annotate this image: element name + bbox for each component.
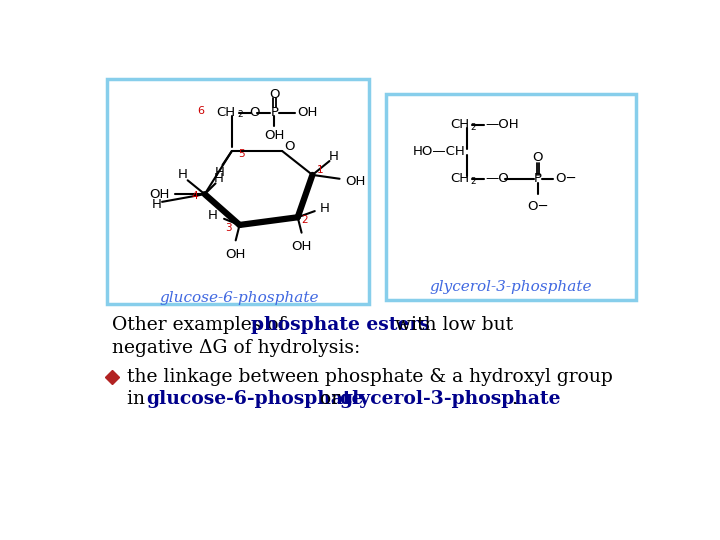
Text: H: H <box>215 166 225 179</box>
Text: O−: O− <box>555 172 577 185</box>
Text: CH: CH <box>451 172 469 185</box>
Text: OH: OH <box>225 248 246 261</box>
Text: H: H <box>214 172 224 185</box>
Text: glucose-6-phosphate: glucose-6-phosphate <box>145 390 364 408</box>
Text: 2: 2 <box>302 215 308 225</box>
Text: H: H <box>178 167 188 181</box>
Text: negative ΔG of hydrolysis:: negative ΔG of hydrolysis: <box>112 339 360 357</box>
Text: P: P <box>271 106 279 119</box>
Text: 1: 1 <box>317 165 324 176</box>
Text: O−: O− <box>527 200 549 213</box>
Text: glycerol-3-phosphate: glycerol-3-phosphate <box>430 280 592 294</box>
Text: Other examples of: Other examples of <box>112 316 291 334</box>
Text: OH: OH <box>345 174 365 187</box>
Text: 6: 6 <box>197 106 204 116</box>
Text: or: or <box>315 390 346 408</box>
FancyBboxPatch shape <box>386 94 636 300</box>
Text: with low but: with low but <box>390 316 513 334</box>
Text: P: P <box>534 172 542 185</box>
Text: OH: OH <box>292 240 312 253</box>
Text: HO—CH: HO—CH <box>413 145 466 158</box>
Text: 2: 2 <box>238 110 243 119</box>
FancyBboxPatch shape <box>107 79 369 303</box>
Text: the linkage between phosphate & a hydroxyl group: the linkage between phosphate & a hydrox… <box>127 368 613 387</box>
Text: 2: 2 <box>471 124 476 132</box>
Text: CH: CH <box>216 106 235 119</box>
Text: CH: CH <box>451 118 469 131</box>
Text: OH: OH <box>150 188 170 201</box>
Text: 3: 3 <box>225 223 232 233</box>
Text: OH: OH <box>264 130 284 143</box>
Text: —OH: —OH <box>485 118 519 131</box>
Text: —O—: —O— <box>485 172 522 185</box>
Text: H: H <box>329 150 339 163</box>
Text: .: . <box>511 390 517 408</box>
Text: O: O <box>269 87 279 100</box>
Text: phosphate esters: phosphate esters <box>251 316 430 334</box>
Text: 2: 2 <box>471 177 476 186</box>
Text: OH: OH <box>297 106 318 119</box>
Text: in: in <box>127 390 151 408</box>
Text: glycerol-3-phosphate: glycerol-3-phosphate <box>339 390 561 408</box>
Text: O: O <box>249 106 259 119</box>
Text: glucose-6-phosphate: glucose-6-phosphate <box>159 291 318 305</box>
Text: H: H <box>320 201 329 214</box>
Text: H: H <box>152 198 161 212</box>
Text: H: H <box>208 209 218 222</box>
Text: O: O <box>533 151 543 165</box>
Text: 4: 4 <box>192 191 199 201</box>
Text: 5: 5 <box>238 149 245 159</box>
Text: O: O <box>284 140 295 153</box>
